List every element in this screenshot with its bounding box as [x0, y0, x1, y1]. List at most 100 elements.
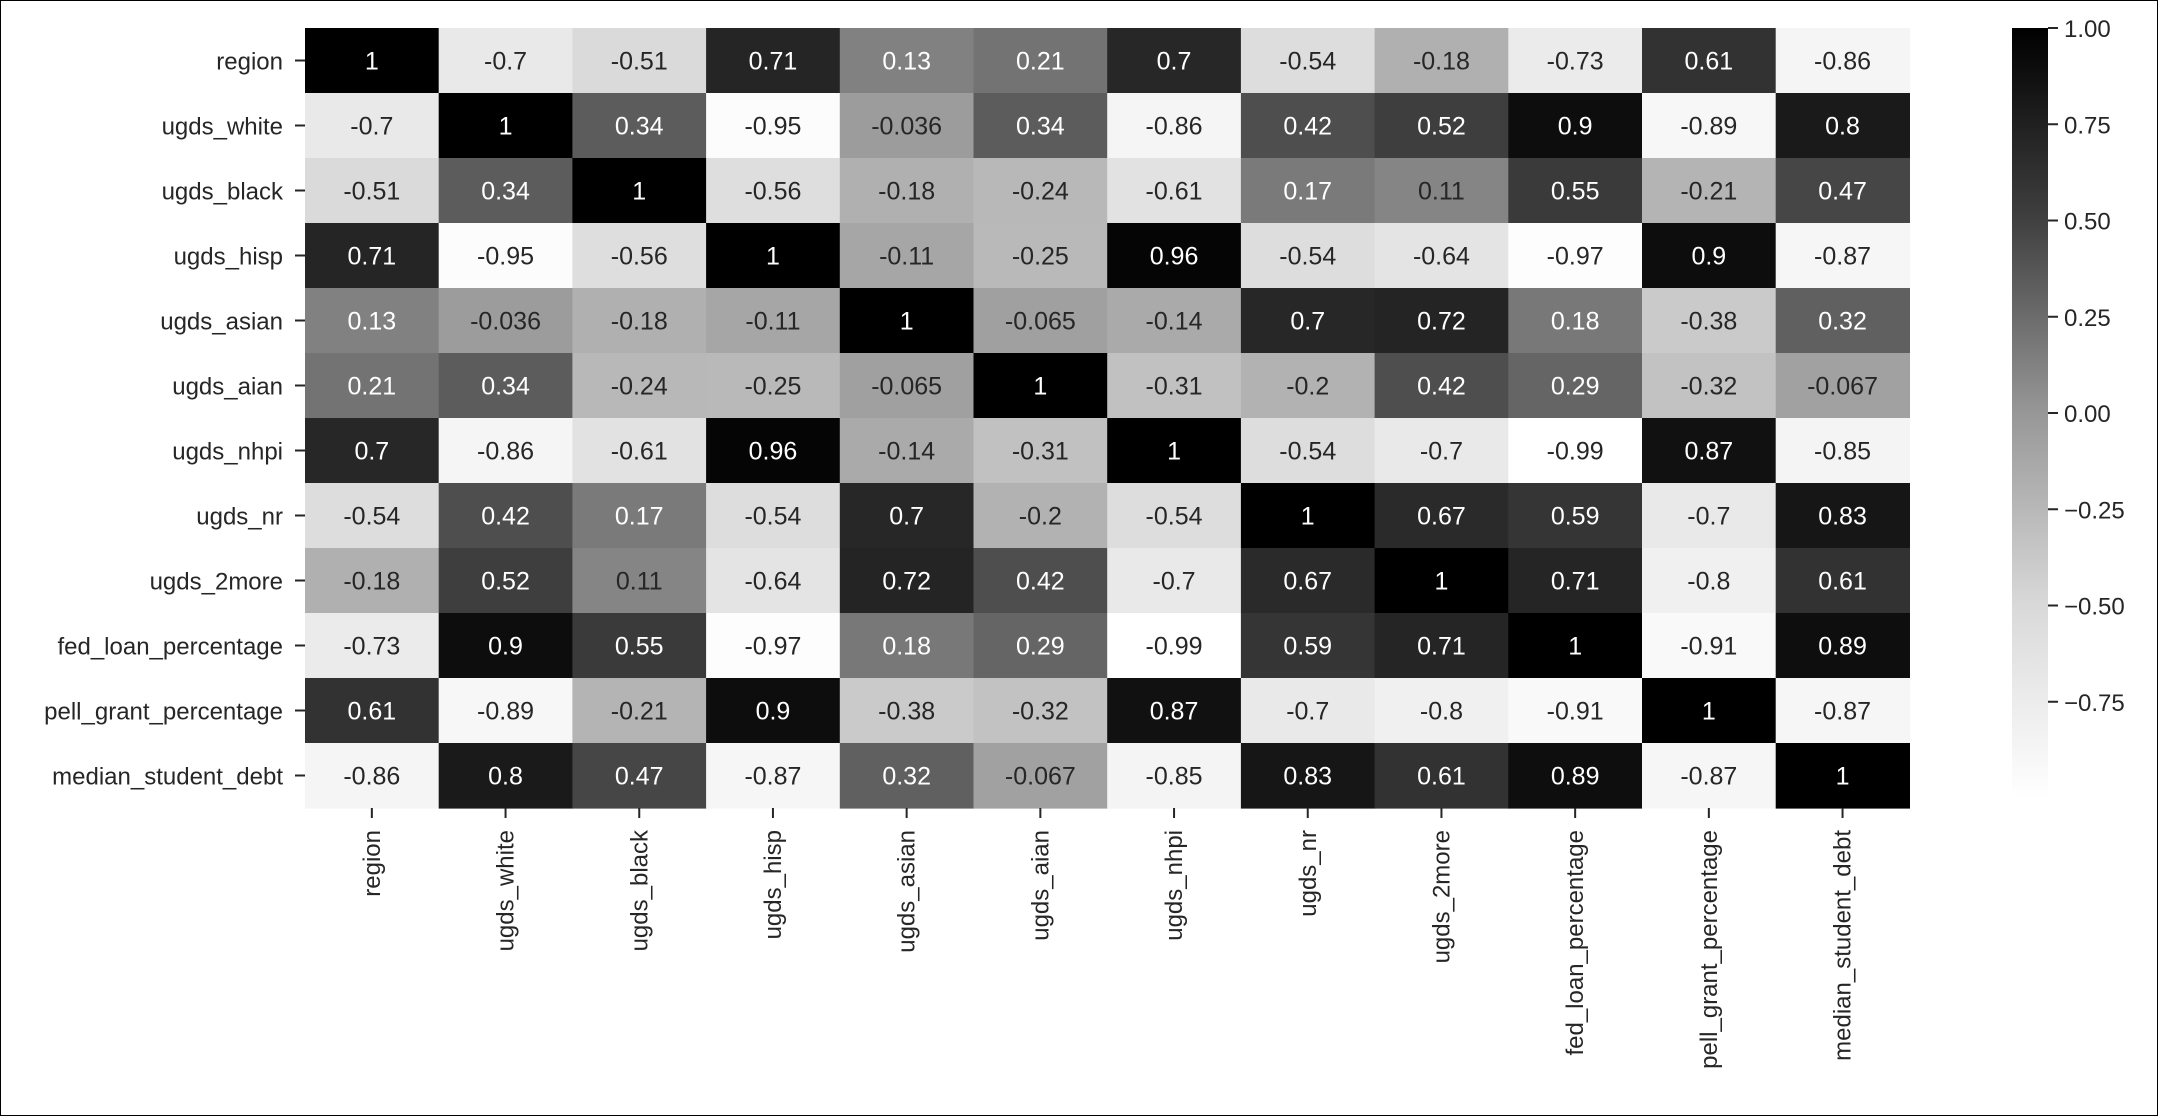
cell-value-label: 0.18 [1551, 308, 1600, 336]
heatmap-cell [973, 548, 1108, 614]
cell-value-label: 0.17 [615, 503, 664, 531]
heatmap-cell [839, 483, 975, 549]
heatmap-cell [1240, 353, 1376, 419]
cell-value-label: 0.32 [1818, 308, 1867, 336]
y-tick-label: median_student_debt [52, 764, 283, 791]
cell-value-label: -0.036 [470, 308, 541, 336]
heatmap-cell [1642, 743, 1777, 809]
cell-value-label: -0.95 [744, 113, 801, 141]
heatmap-cell [572, 743, 707, 809]
heatmap-cell [1775, 483, 1910, 549]
cell-value-label: -0.87 [1680, 763, 1737, 791]
heatmap-cell [1775, 353, 1910, 419]
heatmap-cell [305, 158, 440, 224]
cell-value-label: -0.89 [1680, 113, 1737, 141]
heatmap-cell [973, 353, 1108, 419]
heatmap-cell [305, 483, 440, 549]
cell-value-label: 0.11 [616, 568, 663, 596]
heatmap-cell [706, 158, 841, 224]
heatmap-cell [305, 613, 440, 679]
cell-value-label: 0.42 [1283, 113, 1332, 141]
cell-value-label: 0.32 [882, 763, 931, 791]
cell-value-label: -0.51 [611, 48, 668, 76]
heatmap-cell [1374, 93, 1509, 159]
heatmap-cell [973, 288, 1108, 354]
cell-value-label: 1 [1301, 503, 1315, 531]
x-tick-label: region [359, 830, 386, 897]
heatmap-cell [973, 28, 1108, 94]
heatmap-cell [438, 353, 573, 419]
cell-value-label: 0.52 [1417, 113, 1466, 141]
cell-value-label: -0.18 [611, 308, 668, 336]
cell-value-label: 0.67 [1417, 503, 1466, 531]
cell-annotations: 1 -0.7 -0.51 0.71 0.13 0.21 0.7 -0.54 -0.18 -0.73… [343, 48, 1878, 791]
heatmap-cell [1775, 418, 1910, 484]
heatmap-cell [973, 743, 1108, 809]
heatmap-cell [1107, 288, 1242, 354]
cell-value-label: 0.18 [882, 633, 931, 661]
cell-value-label: 0.34 [615, 113, 664, 141]
heatmap-cell [1775, 678, 1910, 744]
heatmap-cell [438, 288, 573, 354]
cell-value-label: -0.8 [1687, 568, 1730, 596]
heatmap-cell [572, 158, 707, 224]
heatmap-cell [438, 678, 573, 744]
cell-value-label: -0.25 [744, 373, 801, 401]
heatmap-cell [1107, 353, 1242, 419]
heatmap-cell [572, 678, 707, 744]
cell-value-label: 0.71 [1551, 568, 1600, 596]
heatmap-cell [1642, 223, 1777, 289]
cell-value-label: 1 [1434, 568, 1448, 596]
cell-value-label: 0.47 [615, 763, 664, 791]
heatmap-cell [572, 613, 707, 679]
heatmap-cell [973, 93, 1108, 159]
x-tick-label: ugds_aian [1027, 830, 1054, 941]
cell-value-label: 1 [1033, 373, 1047, 401]
y-tick-label: ugds_nhpi [172, 439, 283, 466]
heatmap-cell [305, 548, 440, 614]
cell-value-label: 0.9 [1691, 243, 1726, 271]
cell-value-label: -0.067 [1005, 763, 1076, 791]
cell-value-label: 0.42 [1016, 568, 1065, 596]
heatmap-cell [1374, 483, 1509, 549]
heatmap-cell [438, 613, 573, 679]
cell-value-label: 0.61 [1818, 568, 1867, 596]
heatmap-cell [1775, 223, 1910, 289]
x-tick-label: ugds_hisp [760, 830, 787, 939]
y-tick-label: ugds_2more [150, 569, 283, 596]
heatmap-cell [1374, 158, 1509, 224]
cell-value-label: 0.87 [1685, 438, 1734, 466]
cell-value-label: -0.89 [477, 698, 534, 726]
cell-value-label: 0.34 [1016, 113, 1065, 141]
heatmap-cell [438, 743, 573, 809]
heatmap-cell [706, 93, 841, 159]
heatmap-cell [1508, 353, 1643, 419]
heatmap-cell [1107, 223, 1242, 289]
heatmap-cell [839, 93, 975, 159]
heatmap-cell [973, 678, 1108, 744]
heatmap-cell [1508, 548, 1643, 614]
cell-value-label: -0.14 [1146, 308, 1203, 336]
heatmap-cell [1775, 613, 1910, 679]
heatmap-cell [1508, 158, 1643, 224]
cell-value-label: 0.13 [348, 308, 397, 336]
heatmap-cell [305, 93, 440, 159]
cell-value-label: 0.61 [1685, 48, 1734, 76]
heatmap-cell [706, 483, 841, 549]
heatmap-cell [1508, 93, 1643, 159]
x-tick-label: fed_loan_percentage [1562, 830, 1589, 1056]
heatmap-cell [839, 743, 975, 809]
cell-value-label: -0.11 [745, 308, 800, 336]
heatmap-cell [1374, 223, 1509, 289]
heatmap-cell [1508, 418, 1643, 484]
cell-value-label: 0.8 [1825, 113, 1860, 141]
heatmap-cell [839, 548, 975, 614]
cell-value-label: 0.71 [749, 48, 798, 76]
cell-value-label: -0.7 [484, 48, 527, 76]
cell-value-label: 0.96 [1150, 243, 1199, 271]
cell-value-label: -0.87 [1814, 243, 1871, 271]
cell-value-label: -0.99 [1547, 438, 1604, 466]
heatmap-cell [1107, 678, 1242, 744]
heatmap-cell [973, 613, 1108, 679]
